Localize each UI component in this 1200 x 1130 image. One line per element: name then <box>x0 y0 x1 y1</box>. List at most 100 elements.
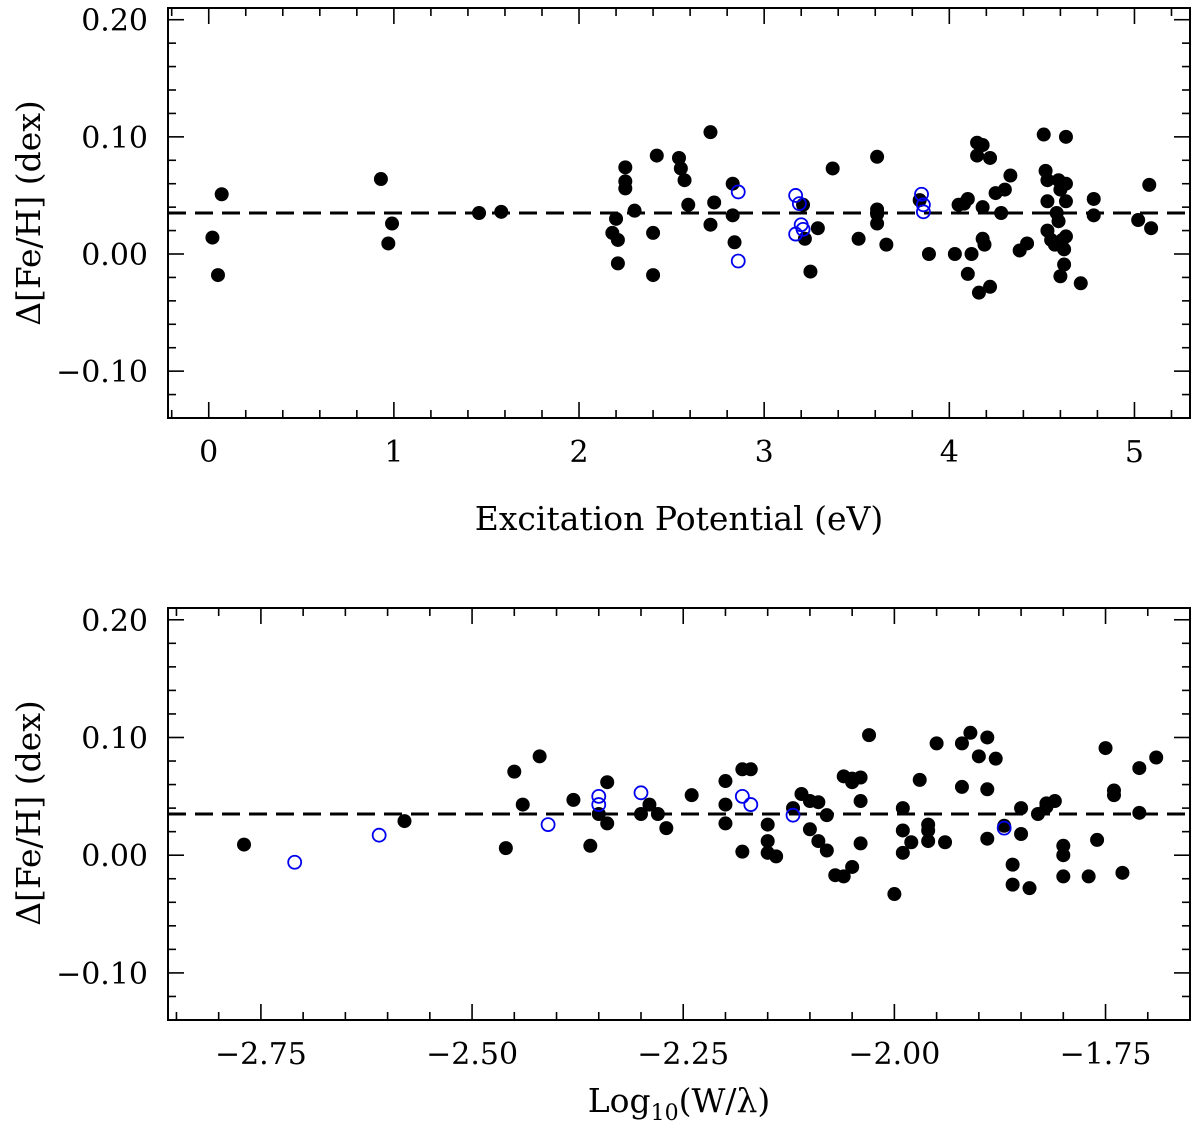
data-point-filled <box>980 831 995 846</box>
data-point-filled <box>1073 276 1088 291</box>
data-point-filled <box>1058 194 1073 209</box>
data-point-filled <box>921 247 936 261</box>
y-tick-label: 0.20 <box>81 4 148 39</box>
data-point-filled <box>718 816 733 831</box>
data-point-filled <box>397 814 412 829</box>
x-tick-label: −2.25 <box>637 1037 729 1072</box>
data-point-filled <box>618 160 633 175</box>
x-axis-title: Log10(W/λ) <box>588 1081 771 1126</box>
data-point-filled <box>677 173 692 188</box>
data-point-filled <box>633 807 648 821</box>
data-point-filled <box>214 187 229 202</box>
data-point-filled <box>1056 869 1071 884</box>
x-tick-label: −2.75 <box>215 1037 307 1072</box>
data-point-filled <box>1115 865 1130 880</box>
data-point-filled <box>1149 750 1164 765</box>
data-point-filled <box>1090 832 1105 847</box>
data-point-filled <box>954 779 969 794</box>
data-point-filled <box>825 161 840 176</box>
data-point-filled <box>895 801 910 816</box>
data-point-filled <box>954 736 969 751</box>
y-tick-label: −0.10 <box>56 355 148 390</box>
data-point-open <box>633 785 649 801</box>
data-point-filled <box>703 217 718 232</box>
data-point-filled <box>1142 177 1157 192</box>
data-point-filled <box>853 794 868 809</box>
data-point-open <box>730 253 746 269</box>
data-point-open <box>591 788 607 804</box>
data-point-filled <box>1005 877 1020 892</box>
data-point-filled <box>1005 857 1020 872</box>
data-point-filled <box>971 749 986 764</box>
data-point-filled <box>895 845 910 860</box>
data-point-filled <box>870 149 885 164</box>
data-point-filled <box>1051 214 1066 229</box>
data-point-open <box>996 820 1012 836</box>
data-point-filled <box>1058 129 1073 144</box>
data-point-filled <box>1022 881 1037 896</box>
data-point-open <box>734 788 750 804</box>
data-point-filled <box>929 736 944 751</box>
data-point-filled <box>938 835 953 850</box>
data-point-filled <box>646 225 661 240</box>
data-point-filled <box>650 807 665 821</box>
data-point-filled <box>851 231 866 246</box>
data-point-filled <box>649 148 664 163</box>
y-tick-label: 0.20 <box>81 604 148 639</box>
data-point-filled <box>735 844 750 859</box>
data-point-filled <box>681 197 696 212</box>
data-point-filled <box>1086 191 1101 206</box>
y-tick-label: 0.10 <box>81 721 148 756</box>
data-point-filled <box>921 823 936 838</box>
data-point-filled <box>507 764 522 779</box>
x-tick-label: −2.00 <box>848 1037 940 1072</box>
y-tick-label: 0.00 <box>81 238 148 273</box>
data-point-filled <box>870 216 885 231</box>
data-point-filled <box>811 834 826 849</box>
y-axis-title: Δ[Fe/H] (dex) <box>9 100 48 326</box>
data-point-filled <box>811 795 826 810</box>
data-point-filled <box>960 191 975 206</box>
data-point-filled <box>975 200 990 215</box>
data-point-filled <box>912 772 927 787</box>
x-tick-label: −1.75 <box>1060 1037 1152 1072</box>
data-point-filled <box>977 237 992 252</box>
data-point-filled <box>760 834 775 849</box>
data-point-open <box>730 184 746 200</box>
data-point-filled <box>803 264 818 279</box>
data-point-filled <box>895 823 910 838</box>
data-point-filled <box>205 230 220 245</box>
data-point-filled <box>980 730 995 745</box>
data-point-filled <box>1106 788 1121 803</box>
data-point-filled <box>646 268 661 283</box>
data-point-filled <box>947 247 962 261</box>
data-point-filled <box>810 221 825 236</box>
data-point-open <box>915 204 931 220</box>
data-point-filled <box>718 797 733 812</box>
data-point-filled <box>983 150 998 165</box>
data-point-filled <box>627 203 642 218</box>
data-point-filled <box>494 204 509 219</box>
data-point-filled <box>1040 194 1055 209</box>
data-point-filled <box>845 859 860 874</box>
x-tick-label: 1 <box>384 435 403 470</box>
data-point-open <box>591 797 607 812</box>
data-point-filled <box>853 770 868 785</box>
data-point-filled <box>498 841 513 856</box>
data-point-filled <box>879 237 894 252</box>
data-point-filled <box>583 838 598 853</box>
data-point-open <box>791 196 807 212</box>
data-point-filled <box>1144 221 1159 236</box>
data-point-filled <box>1132 761 1147 776</box>
data-point-filled <box>904 835 919 850</box>
y-tick-label: 0.10 <box>81 121 148 156</box>
data-point-filled <box>971 285 986 300</box>
y-tick-label: 0.00 <box>81 839 148 874</box>
data-point-filled <box>1131 213 1146 228</box>
data-point-filled <box>385 216 400 231</box>
data-point-filled <box>642 797 657 812</box>
data-point-filled <box>988 751 1003 766</box>
data-point-filled <box>963 725 978 740</box>
data-point-filled <box>1058 176 1073 191</box>
